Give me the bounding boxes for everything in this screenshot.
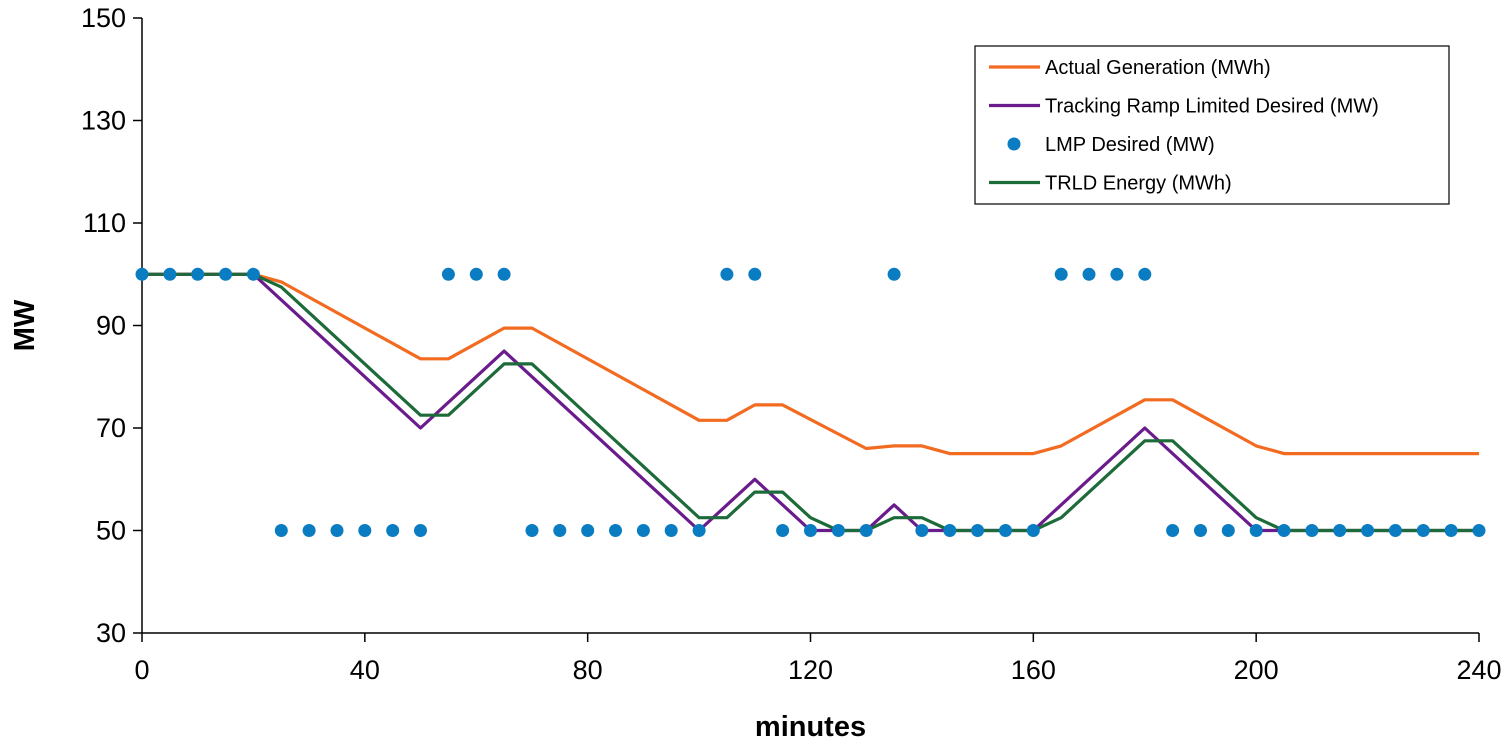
legend-swatch — [1007, 137, 1021, 151]
data-point-lmp-desired-mw — [1361, 524, 1375, 537]
data-point-lmp-desired-mw — [1277, 524, 1291, 537]
x-tick-label: 200 — [1234, 655, 1279, 685]
data-point-lmp-desired-mw — [609, 524, 622, 537]
data-point-lmp-desired-mw — [330, 524, 344, 537]
data-point-lmp-desired-mw — [163, 267, 177, 281]
x-tick-label: 240 — [1456, 655, 1501, 685]
legend-label: Actual Generation (MWh) — [1045, 57, 1271, 79]
data-point-lmp-desired-mw — [1054, 267, 1068, 281]
x-axis-title: minutes — [755, 711, 866, 743]
data-point-lmp-desired-mw — [525, 524, 539, 537]
data-point-lmp-desired-mw — [1416, 524, 1430, 537]
y-tick-label: 150 — [81, 3, 126, 33]
data-point-lmp-desired-mw — [1444, 524, 1458, 537]
series-line-tracking-ramp-limited-desired-mw — [142, 272, 1479, 533]
data-point-lmp-desired-mw — [859, 524, 873, 537]
data-point-lmp-desired-mw — [414, 524, 427, 537]
data-point-lmp-desired-mw — [553, 524, 567, 537]
data-point-lmp-desired-mw — [1333, 524, 1347, 537]
data-point-lmp-desired-mw — [664, 524, 678, 537]
x-tick-label: 40 — [350, 655, 380, 685]
x-tick-label: 160 — [1011, 655, 1056, 685]
y-tick-label: 130 — [81, 106, 126, 136]
y-tick-label: 30 — [96, 618, 126, 648]
data-point-lmp-desired-mw — [1305, 524, 1319, 537]
data-point-lmp-desired-mw — [971, 524, 985, 537]
data-point-lmp-desired-mw — [1110, 267, 1124, 281]
data-point-lmp-desired-mw — [887, 267, 901, 281]
data-point-lmp-desired-mw — [943, 524, 957, 537]
data-point-lmp-desired-mw — [1082, 267, 1096, 281]
legend-label: TRLD Energy (MWh) — [1045, 173, 1232, 195]
data-point-lmp-desired-mw — [1221, 524, 1235, 537]
data-point-lmp-desired-mw — [1166, 524, 1180, 537]
data-point-lmp-desired-mw — [1194, 524, 1207, 537]
y-tick-label: 110 — [83, 208, 126, 238]
data-point-lmp-desired-mw — [999, 524, 1012, 537]
data-point-lmp-desired-mw — [915, 524, 929, 537]
data-point-lmp-desired-mw — [497, 267, 511, 281]
legend-label: LMP Desired (MW) — [1045, 134, 1215, 156]
y-tick-label: 70 — [96, 413, 126, 443]
data-point-lmp-desired-mw — [1026, 524, 1040, 537]
y-axis: 30 50 70 90 110 130 150 — [81, 3, 142, 648]
series-line-trld-energy-mwh — [142, 272, 1479, 533]
x-tick-label: 80 — [573, 655, 603, 685]
y-tick-label: 50 — [96, 516, 126, 546]
data-point-lmp-desired-mw — [1249, 524, 1263, 537]
data-point-lmp-desired-mw — [1388, 524, 1402, 537]
legend-label: Tracking Ramp Limited Desired (MW) — [1045, 96, 1379, 118]
data-point-lmp-desired-mw — [831, 524, 845, 537]
data-point-lmp-desired-mw — [302, 524, 316, 537]
series-line-actual-generation-mwh — [142, 272, 1479, 456]
y-tick-label: 90 — [96, 311, 126, 341]
x-axis: 0 40 80 120 160 200 240 — [134, 633, 1502, 685]
legend: Actual Generation (MWh) Tracking Ramp Lim… — [974, 45, 1450, 205]
data-point-lmp-desired-mw — [1472, 524, 1486, 537]
legend-box — [974, 45, 1450, 205]
data-point-lmp-desired-mw — [692, 524, 706, 537]
data-point-lmp-desired-mw — [441, 267, 455, 281]
data-point-lmp-desired-mw — [274, 524, 288, 537]
data-point-lmp-desired-mw — [135, 267, 149, 281]
data-point-lmp-desired-mw — [804, 524, 817, 537]
data-point-lmp-desired-mw — [219, 267, 233, 281]
data-point-lmp-desired-mw — [246, 267, 260, 281]
data-point-lmp-desired-mw — [191, 267, 205, 281]
data-point-lmp-desired-mw — [636, 524, 650, 537]
data-point-lmp-desired-mw — [386, 524, 400, 537]
data-point-lmp-desired-mw — [358, 524, 372, 537]
series-layer — [135, 267, 1486, 537]
data-point-lmp-desired-mw — [581, 524, 595, 537]
data-point-lmp-desired-mw — [776, 524, 790, 537]
data-point-lmp-desired-mw — [469, 267, 483, 281]
y-axis-title: MW — [9, 299, 41, 351]
x-tick-label: 0 — [134, 655, 149, 685]
x-tick-label: 120 — [788, 655, 833, 685]
data-point-lmp-desired-mw — [720, 267, 734, 281]
data-point-lmp-desired-mw — [748, 267, 762, 281]
data-point-lmp-desired-mw — [1138, 267, 1152, 281]
